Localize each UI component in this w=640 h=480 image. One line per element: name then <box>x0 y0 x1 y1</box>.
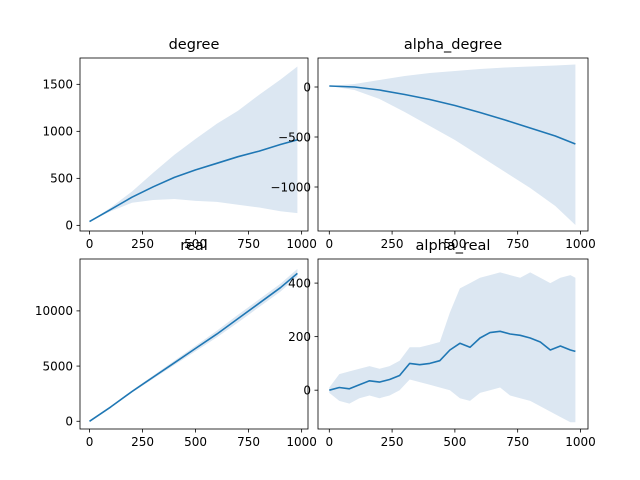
x-tick-label: 750 <box>237 237 260 251</box>
y-tick-label: −500 <box>278 130 311 144</box>
subplot-alpha-real: 0 250 500 750 1000 0 200 400 alpha_real <box>288 238 596 449</box>
x-tick-label: 750 <box>506 237 529 251</box>
confidence-band <box>89 268 298 422</box>
axes-frame <box>317 258 589 430</box>
subplot-alpha-degree: 0 250 500 750 1000 0 −500 −1000 alpha_degree <box>270 37 595 251</box>
y-tick-label: 0 <box>303 80 311 94</box>
y-tick-label: 10000 <box>35 304 73 318</box>
y-tick-label: 5000 <box>42 359 73 373</box>
x-tick-label: 0 <box>86 237 94 251</box>
y-tick-label: 500 <box>50 172 73 186</box>
y-tick-label: 0 <box>65 415 73 429</box>
y-tick-label: 200 <box>288 330 311 344</box>
subplot-title: real <box>180 238 207 254</box>
x-tick-label: 250 <box>381 237 404 251</box>
y-tick-label: −1000 <box>270 180 311 194</box>
confidence-band <box>329 64 576 225</box>
x-tick-label: 0 <box>325 237 333 251</box>
x-tick-label: 1000 <box>286 435 317 449</box>
mean-line <box>89 139 298 223</box>
x-tick-label: 750 <box>237 435 260 449</box>
y-tick-label: 1000 <box>42 125 73 139</box>
x-tick-label: 0 <box>325 435 333 449</box>
subplot-degree: 0 250 500 750 1000 0 500 1000 1500 degree <box>42 37 316 251</box>
subplot-title: alpha_real <box>416 238 491 254</box>
subplot-title: alpha_degree <box>404 37 502 53</box>
x-tick-label: 1000 <box>565 435 596 449</box>
axes-frame <box>317 57 589 232</box>
x-tick-label: 500 <box>184 435 207 449</box>
axes-frame <box>79 57 309 232</box>
x-tick-label: 500 <box>184 237 207 251</box>
x-tick-label: 250 <box>381 435 404 449</box>
x-tick-label: 750 <box>506 435 529 449</box>
x-tick-label: 0 <box>86 435 94 449</box>
subplot-title: degree <box>169 37 220 53</box>
y-tick-label: 1500 <box>42 78 73 92</box>
mean-line <box>329 330 576 391</box>
confidence-band <box>329 272 576 423</box>
x-tick-label: 500 <box>443 237 466 251</box>
mean-line <box>329 85 576 145</box>
y-tick-label: 400 <box>288 276 311 290</box>
y-tick-label: 0 <box>65 219 73 233</box>
y-tick-label: 0 <box>303 383 311 397</box>
x-tick-label: 500 <box>443 435 466 449</box>
x-tick-label: 1000 <box>565 237 596 251</box>
x-tick-label: 250 <box>131 435 154 449</box>
x-tick-label: 1000 <box>286 237 317 251</box>
x-tick-label: 250 <box>131 237 154 251</box>
axes-frame <box>79 258 309 430</box>
mean-line <box>89 272 298 422</box>
confidence-band <box>89 66 298 222</box>
